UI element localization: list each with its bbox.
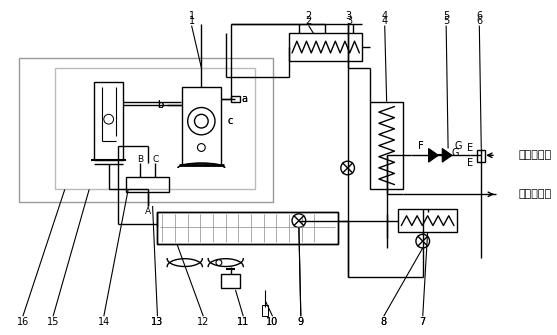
- Text: 12: 12: [197, 317, 209, 327]
- Bar: [231, 96, 241, 102]
- Text: 11: 11: [237, 317, 250, 327]
- Text: b: b: [157, 99, 164, 110]
- Text: 5: 5: [443, 16, 449, 26]
- Text: 13: 13: [152, 317, 164, 327]
- Text: b: b: [157, 99, 164, 110]
- Text: A: A: [145, 207, 151, 216]
- Bar: [158, 212, 338, 244]
- Text: 9: 9: [298, 317, 304, 327]
- Text: 8: 8: [380, 317, 387, 327]
- Text: 循环水回水: 循环水回水: [519, 150, 551, 160]
- Text: 2: 2: [305, 16, 312, 26]
- Polygon shape: [442, 148, 452, 162]
- Text: F: F: [418, 141, 424, 150]
- Text: 15: 15: [47, 317, 59, 327]
- Text: 4: 4: [382, 11, 388, 21]
- Polygon shape: [428, 148, 438, 162]
- Text: 8: 8: [380, 317, 387, 327]
- Text: 循环水出水: 循环水出水: [519, 189, 551, 199]
- Text: a: a: [241, 94, 247, 104]
- Text: 5: 5: [443, 11, 449, 21]
- Text: 11: 11: [237, 317, 250, 327]
- Text: 9: 9: [298, 317, 304, 327]
- Text: G: G: [454, 141, 462, 150]
- Bar: [94, 82, 123, 160]
- Bar: [477, 150, 485, 162]
- Text: 7: 7: [419, 317, 426, 327]
- Bar: [398, 209, 457, 232]
- Text: 16: 16: [17, 317, 29, 327]
- Text: 13: 13: [152, 317, 164, 327]
- Text: 2: 2: [305, 11, 312, 21]
- Text: 1: 1: [188, 16, 194, 26]
- Text: 1: 1: [188, 11, 194, 21]
- Text: 6: 6: [476, 16, 482, 26]
- Text: c: c: [228, 116, 233, 126]
- Bar: [370, 102, 403, 190]
- Text: C: C: [153, 155, 159, 164]
- Text: 10: 10: [266, 317, 278, 327]
- Text: E: E: [467, 158, 473, 168]
- Text: a: a: [241, 94, 247, 104]
- Text: 3: 3: [345, 11, 351, 21]
- Text: c: c: [228, 116, 233, 126]
- Circle shape: [416, 234, 429, 248]
- Bar: [182, 87, 221, 165]
- Circle shape: [341, 161, 354, 175]
- Bar: [262, 305, 268, 316]
- Bar: [289, 34, 362, 61]
- Text: 7: 7: [419, 317, 426, 327]
- Text: 10: 10: [266, 317, 278, 327]
- Circle shape: [292, 214, 306, 227]
- Text: 6: 6: [476, 11, 482, 21]
- Text: 4: 4: [382, 16, 388, 26]
- Text: E: E: [467, 142, 473, 152]
- Text: B: B: [137, 155, 143, 164]
- Text: G: G: [451, 148, 458, 158]
- Bar: [126, 177, 169, 192]
- Bar: [19, 58, 272, 202]
- Bar: [55, 68, 255, 190]
- Text: F: F: [418, 141, 424, 150]
- Bar: [158, 212, 338, 244]
- Text: 14: 14: [97, 317, 110, 327]
- Bar: [221, 274, 241, 288]
- Text: 3: 3: [346, 16, 353, 26]
